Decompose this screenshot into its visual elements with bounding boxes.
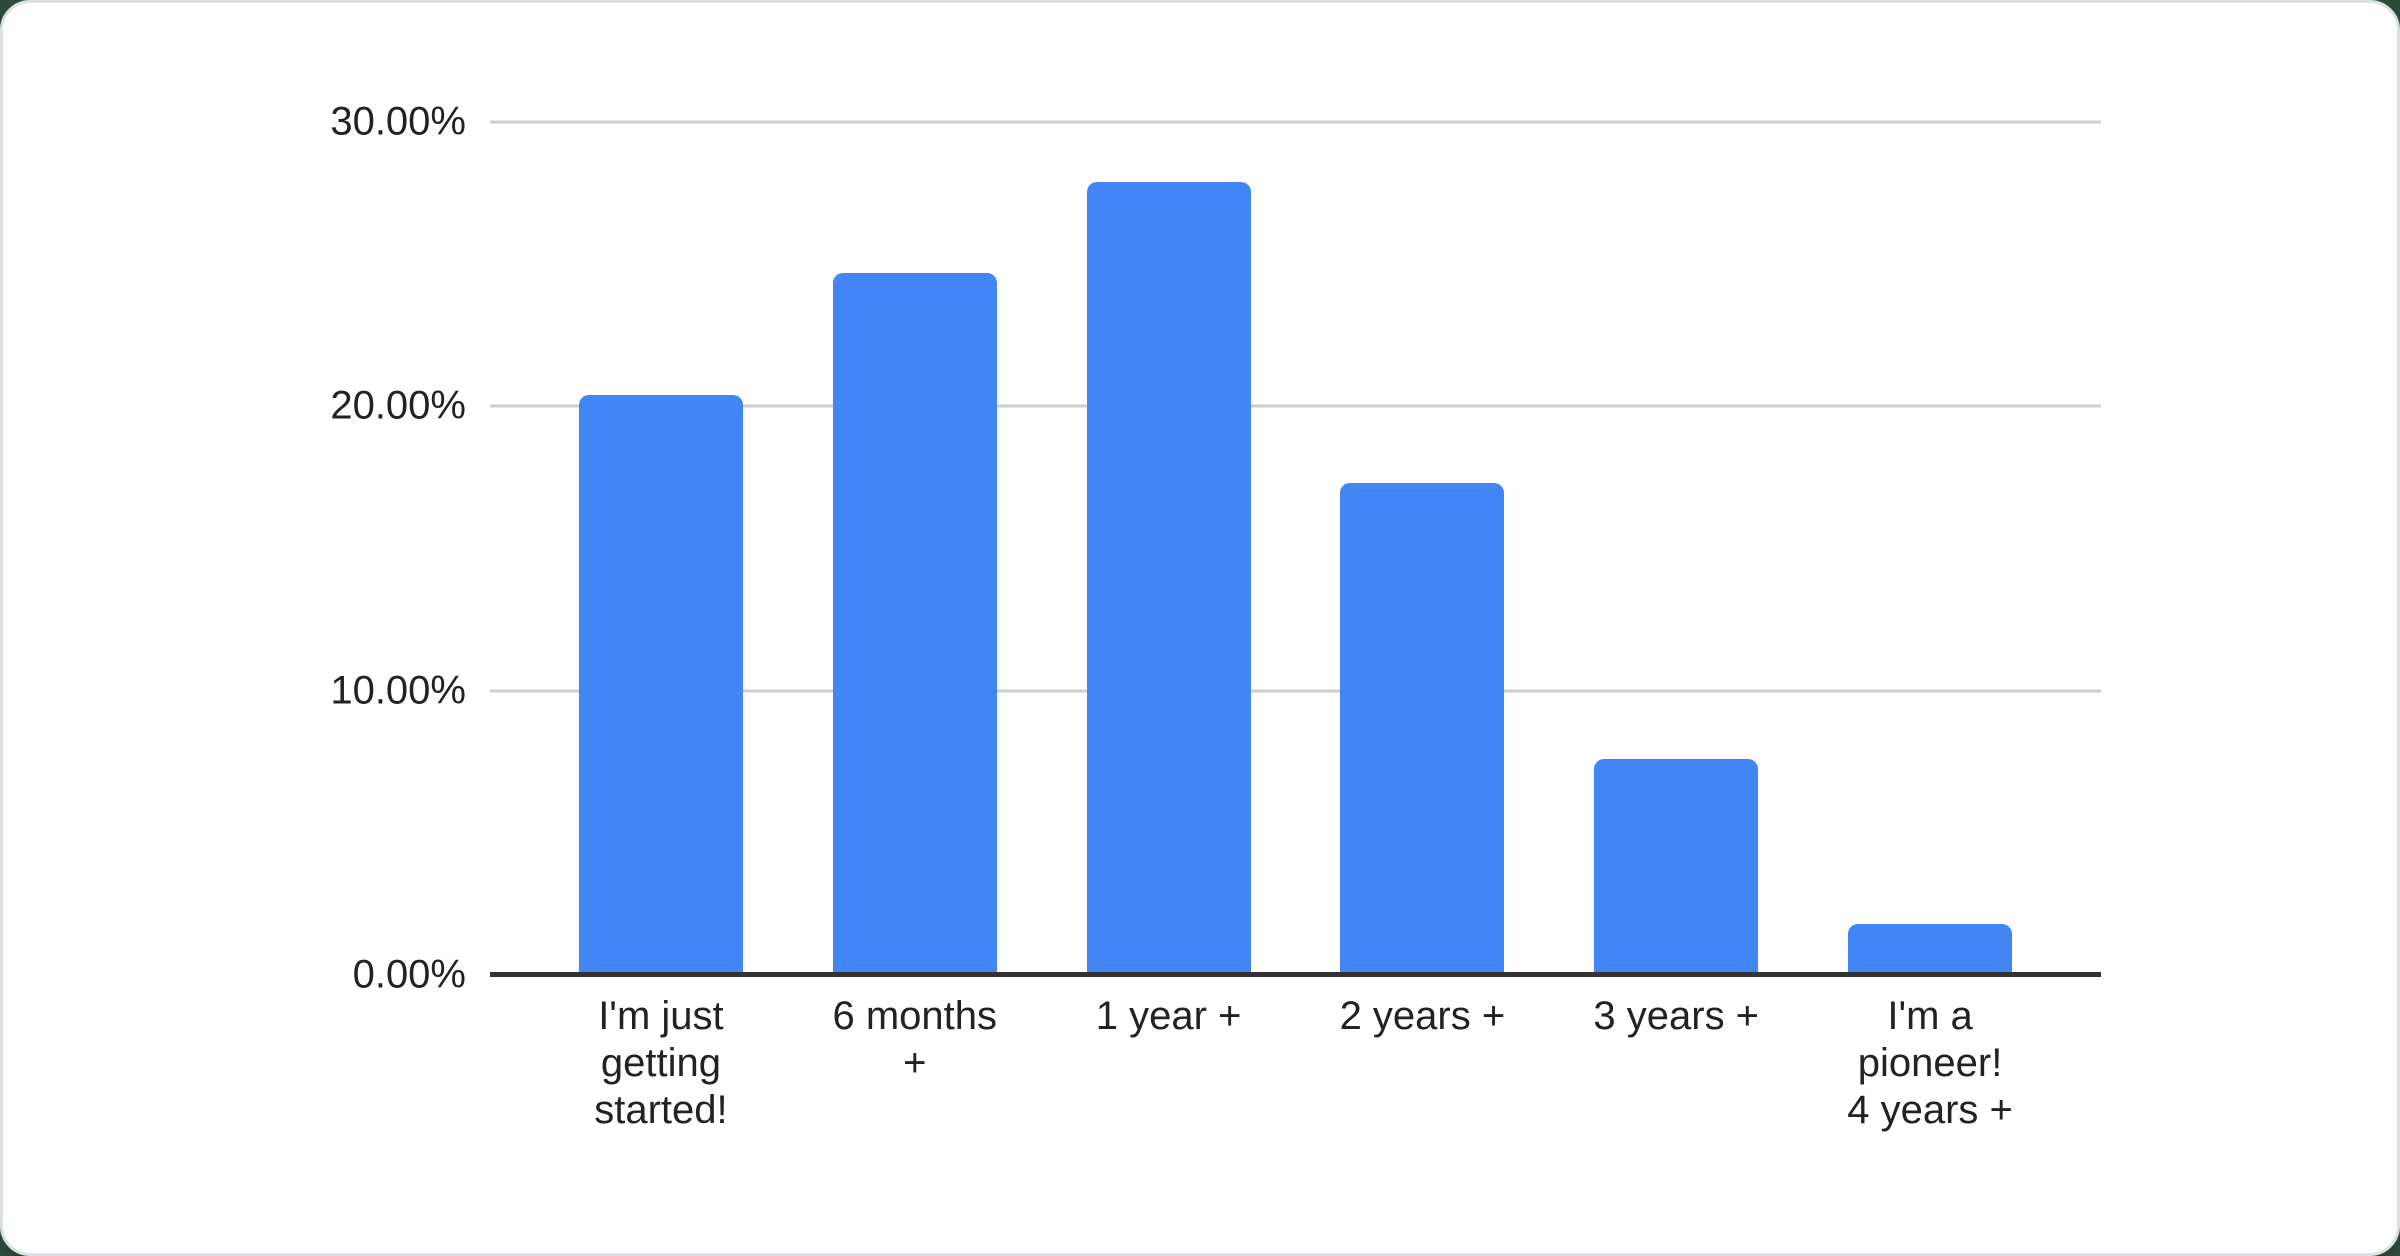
x-category-label: 6 months + <box>832 994 997 1085</box>
gridline <box>490 689 2101 693</box>
y-tick-label: 30.00% <box>330 99 466 144</box>
bar-slot <box>788 122 1042 975</box>
gridline <box>490 120 2101 124</box>
bar[interactable] <box>1594 758 1759 975</box>
bar-slot <box>534 122 788 975</box>
bar-slot <box>1295 122 1549 975</box>
plot-area <box>490 120 2101 977</box>
x-category-label: 3 years + <box>1593 994 1760 1038</box>
y-tick-label: 20.00% <box>330 383 466 428</box>
bar[interactable] <box>1340 483 1505 975</box>
bars-row <box>490 122 2101 975</box>
x-category-label: 1 year + <box>1095 994 1242 1038</box>
bar-slot <box>1803 122 2057 975</box>
y-tick-label: 0.00% <box>352 952 466 997</box>
x-category-label: 2 years + <box>1339 994 1506 1038</box>
x-axis-line <box>490 972 2101 977</box>
y-tick-label: 10.00% <box>330 668 466 713</box>
x-category-label: I'm a pioneer! 4 years + <box>1847 994 2013 1132</box>
bar[interactable] <box>578 394 743 975</box>
bar[interactable] <box>1086 181 1251 975</box>
bar[interactable] <box>832 272 997 975</box>
bar-slot <box>1549 122 1803 975</box>
x-category-label: I'm just getting started! <box>594 994 728 1132</box>
bar[interactable] <box>1848 923 2013 975</box>
x-axis-labels: I'm just getting started! 6 months + 1 yea… <box>490 993 2101 1134</box>
gridline <box>490 404 2101 408</box>
y-axis-labels: 30.00% 20.00% 10.00% 0.00% <box>3 100 466 997</box>
bar-slot <box>1042 122 1296 975</box>
